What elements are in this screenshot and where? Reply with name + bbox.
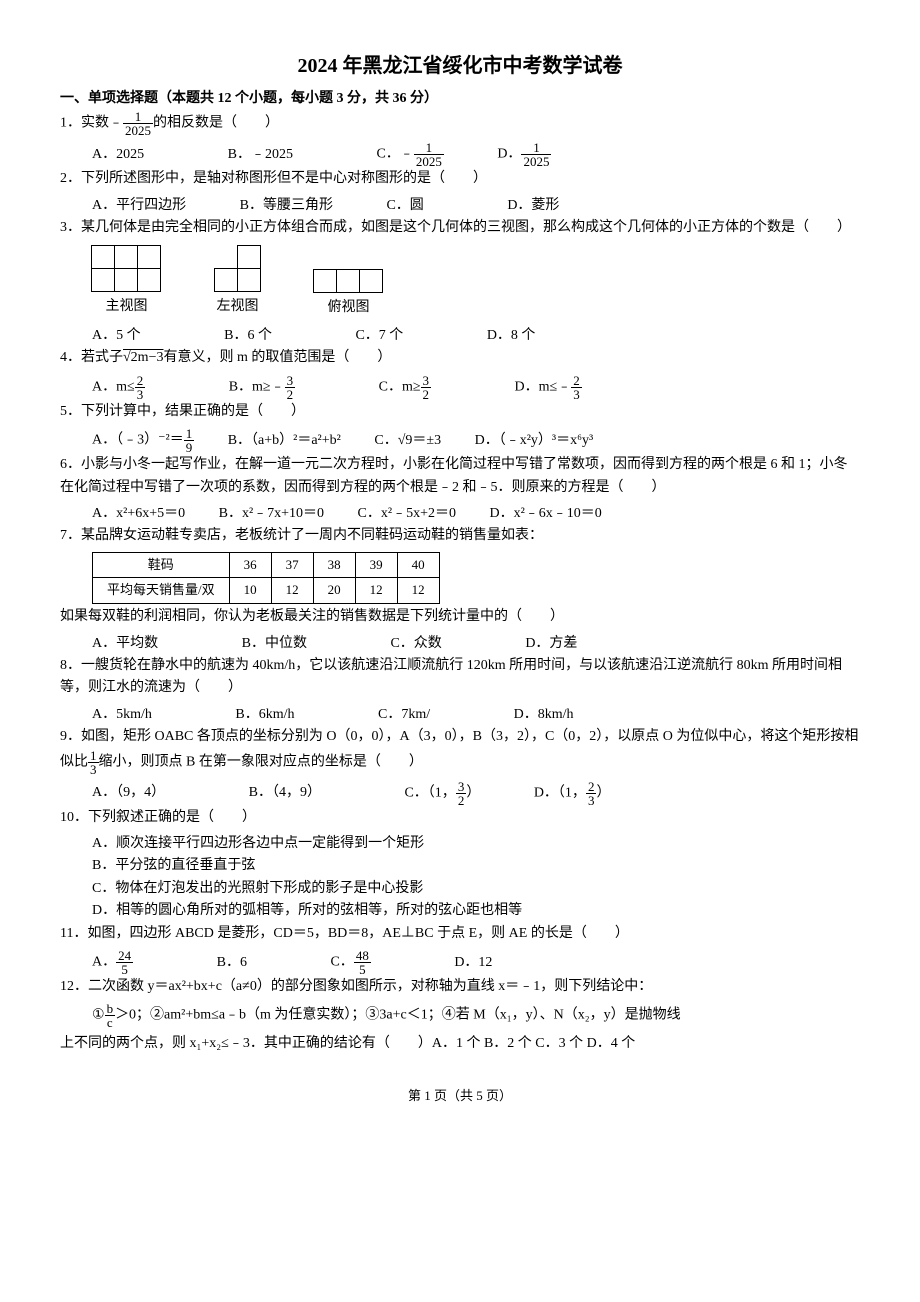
question-3: 3．某几何体是由完全相同的小正方体组合而成，如图是这个几何体的三视图，那么构成这… (60, 217, 860, 239)
question-1: 1．实数﹣12025的相反数是（ ） (60, 110, 860, 137)
q9-A: A．（9，4） (92, 782, 165, 804)
q11-A: A．245 (92, 949, 133, 976)
q10-C: C．物体在灯泡发出的光照射下形成的影子是中心投影 (60, 878, 860, 900)
q1-B: B．﹣2025 (228, 144, 293, 166)
q6-D: D．x²﹣6x﹣10＝0 (489, 503, 601, 525)
q1-frac: 12025 (123, 110, 153, 137)
q7-B: B．中位数 (242, 633, 307, 655)
q10-A: A．顺次连接平行四边形各边中点一定能得到一个矩形 (60, 833, 860, 855)
question-5: 5．下列计算中，结果正确的是（ ） (60, 401, 860, 423)
question-4: 4．若式子√2m−3有意义，则 m 的取值范围是（ ） (60, 347, 860, 369)
q11-D: D．12 (454, 952, 492, 974)
q7-A: A．平均数 (92, 633, 158, 655)
q5-options: A．（﹣3）⁻²＝19 B．（a+b）²＝a²+b² C．√9＝±3 D．（﹣x… (60, 427, 860, 454)
q7-D: D．方差 (525, 633, 577, 655)
q3-C: C．7 个 (355, 325, 403, 347)
q4-rad: √2m−3 (123, 350, 163, 365)
q7-C: C．众数 (390, 633, 441, 655)
q5-D: D．（﹣x²y）³＝x⁶y³ (475, 430, 594, 452)
view-left: 左视图 (215, 246, 261, 318)
q6-A: A．x²+6x+5＝0 (92, 503, 185, 525)
q3-options: A．5 个 B．6 个 C．7 个 D．8 个 (60, 325, 860, 347)
q2-A: A．平行四边形 (92, 195, 186, 217)
q8-A: A．5km/h (92, 704, 152, 726)
q6-options: A．x²+6x+5＝0 B．x²﹣7x+10＝0 C．x²﹣5x+2＝0 D．x… (60, 503, 860, 525)
q9-B: B．（4，9） (249, 782, 321, 804)
q1-stem-a: 1．实数﹣ (60, 116, 123, 131)
q4-A: A．m≤23 (92, 374, 145, 401)
q6-C: C．x²﹣5x+2＝0 (358, 503, 456, 525)
q3-stem: 3．某几何体是由完全相同的小正方体组合而成，如图是这个几何体的三视图，那么构成这… (60, 220, 851, 235)
q4-stem-a: 4．若式子 (60, 350, 123, 365)
q11-B: B．6 (217, 952, 247, 974)
view-main: 主视图 (92, 246, 161, 318)
question-11: 11．如图，四边形 ABCD 是菱形，CD＝5，BD＝8，AE⊥BC 于点 E，… (60, 923, 860, 945)
q11-options: A．245 B．6 C．485 D．12 (60, 949, 860, 976)
q10-B: B．平分弦的直径垂直于弦 (60, 855, 860, 877)
q11-C: C．485 (330, 949, 370, 976)
q1-options: A．2025 B．﹣2025 C．﹣12025 D．12025 (60, 141, 860, 168)
q7-table: 鞋码 36 37 38 39 40 平均每天销售量/双 10 12 20 12 … (92, 552, 440, 605)
exam-title: 2024 年黑龙江省绥化市中考数学试卷 (60, 50, 860, 82)
q10-D: D．相等的圆心角所对的弧相等，所对的弦相等，所对的弦心距也相等 (60, 900, 860, 922)
q4-B: B．m≥﹣32 (229, 374, 295, 401)
question-9: 9．如图，矩形 OABC 各顶点的坐标分别为 O（0，0），A（3，0），B（3… (60, 726, 860, 775)
q4-options: A．m≤23 B．m≥﹣32 C．m≥32 D．m≤﹣23 (60, 374, 860, 401)
q2-B: B．等腰三角形 (240, 195, 333, 217)
q9-D: D．（1，23） (534, 780, 611, 807)
q6-B: B．x²﹣7x+10＝0 (219, 503, 324, 525)
question-12: 12．二次函数 y＝ax²+bx+c（a≠0）的部分图象如图所示，对称轴为直线 … (60, 976, 860, 998)
q5-A: A．（﹣3）⁻²＝19 (92, 427, 194, 454)
q2-D: D．菱形 (507, 195, 559, 217)
q9-C: C．（1，32） (404, 780, 480, 807)
q4-C: C．m≥32 (379, 374, 431, 401)
q3-views: 主视图 左视图 俯视图 (60, 246, 860, 319)
question-6: 6．小影与小冬一起写作业，在解一道一元二次方程时，小影在化简过程中写错了常数项，… (60, 454, 860, 499)
q12-part1: ①bc＞0；②am²+bm≤a﹣b（m 为任意实数）；③3a+c＜1；④若 M（… (60, 1002, 860, 1029)
question-7: 7．某品牌女运动鞋专卖店，老板统计了一周内不同鞋码运动鞋的销售量如表： (60, 525, 860, 547)
q3-A: A．5 个 (92, 325, 141, 347)
q2-options: A．平行四边形 B．等腰三角形 C．圆 D．菱形 (60, 195, 860, 217)
q9-options: A．（9，4） B．（4，9） C．（1，32） D．（1，23） (60, 780, 860, 807)
q9-stem-b: 缩小，则顶点 B 在第一象限对应点的坐标是（ ） (99, 754, 423, 769)
q1-A: A．2025 (92, 144, 144, 166)
q9-frac: 13 (88, 749, 99, 776)
q7-options: A．平均数 B．中位数 C．众数 D．方差 (60, 633, 860, 655)
view-top: 俯视图 (314, 246, 383, 319)
q8-D: D．8km/h (514, 704, 574, 726)
question-8: 8．一艘货轮在静水中的航速为 40km/h，它以该航速沿江顺流航行 120km … (60, 655, 860, 700)
q8-B: B．6km/h (235, 704, 294, 726)
q4-D: D．m≤﹣23 (515, 374, 582, 401)
q12-part2: 上不同的两个点，则 x₁+x₂≤﹣3．其中正确的结论有（ ）A．1 个 B．2 … (60, 1033, 860, 1055)
page-footer: 第 1 页（共 5 页） (60, 1086, 860, 1107)
q1-C: C．﹣12025 (376, 141, 443, 168)
question-2: 2．下列所述图形中，是轴对称图形但不是中心对称图形的是（ ） (60, 168, 860, 190)
q7-tail: 如果每双鞋的利润相同，你认为老板最关注的销售数据是下列统计量中的（ ） (60, 606, 860, 628)
q1-stem-b: 的相反数是（ ） (153, 116, 279, 131)
q2-C: C．圆 (386, 195, 423, 217)
q8-options: A．5km/h B．6km/h C．7km/ D．8km/h (60, 704, 860, 726)
q8-C: C．7km/ (378, 704, 430, 726)
q4-stem-b: 有意义，则 m 的取值范围是（ ） (163, 350, 391, 365)
question-10: 10．下列叙述正确的是（ ） (60, 807, 860, 829)
q1-D: D．12025 (497, 141, 551, 168)
section1-header: 一、单项选择题（本题共 12 个小题，每小题 3 分，共 36 分） (60, 88, 860, 110)
q3-D: D．8 个 (487, 325, 536, 347)
q5-C: C．√9＝±3 (374, 430, 441, 452)
q3-B: B．6 个 (224, 325, 272, 347)
q5-B: B．（a+b）²＝a²+b² (228, 430, 341, 452)
